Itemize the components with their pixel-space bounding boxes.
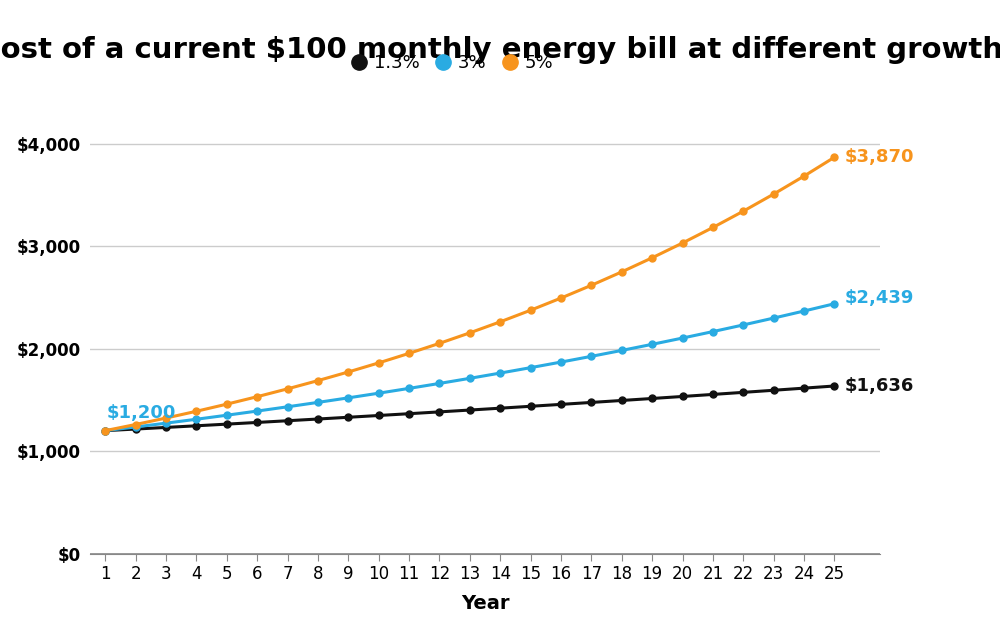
1.3% xyxy=(251,419,263,426)
5% xyxy=(130,421,142,428)
1.3% xyxy=(768,386,780,394)
Legend: 1.3%, 3%, 5%: 1.3%, 3%, 5% xyxy=(354,54,553,72)
3% xyxy=(282,403,294,411)
5% xyxy=(312,377,324,384)
5% xyxy=(99,427,111,435)
5% xyxy=(221,401,233,408)
1.3% xyxy=(433,408,445,416)
3% xyxy=(768,314,780,322)
3% xyxy=(464,374,476,382)
5% xyxy=(555,294,567,302)
1.3% xyxy=(707,391,719,398)
1.3% xyxy=(494,404,506,412)
3% xyxy=(130,423,142,431)
5% xyxy=(616,268,628,276)
3% xyxy=(585,353,597,360)
Title: Yearly cost of a current $100 monthly energy bill at different growth rates: Yearly cost of a current $100 monthly en… xyxy=(0,36,1000,64)
3% xyxy=(737,321,749,329)
5% xyxy=(403,350,415,357)
Line: 5%: 5% xyxy=(102,153,838,434)
5% xyxy=(707,224,719,231)
1.3% xyxy=(130,425,142,433)
3% xyxy=(555,359,567,366)
Line: 1.3%: 1.3% xyxy=(102,382,838,434)
1.3% xyxy=(555,401,567,408)
5% xyxy=(585,282,597,289)
1.3% xyxy=(282,417,294,425)
3% xyxy=(828,300,840,308)
3% xyxy=(342,394,354,402)
5% xyxy=(798,172,810,180)
3% xyxy=(99,427,111,435)
1.3% xyxy=(160,424,172,431)
1.3% xyxy=(828,382,840,390)
1.3% xyxy=(221,420,233,428)
3% xyxy=(190,416,202,423)
1.3% xyxy=(646,395,658,403)
Text: $1,200: $1,200 xyxy=(107,404,176,423)
1.3% xyxy=(464,406,476,414)
3% xyxy=(373,389,385,397)
1.3% xyxy=(99,427,111,435)
5% xyxy=(828,153,840,161)
5% xyxy=(433,340,445,347)
5% xyxy=(160,415,172,422)
Text: $2,439: $2,439 xyxy=(845,289,914,307)
3% xyxy=(616,347,628,354)
1.3% xyxy=(676,392,688,400)
3% xyxy=(525,364,537,372)
1.3% xyxy=(616,397,628,404)
Line: 3%: 3% xyxy=(102,300,838,434)
5% xyxy=(494,318,506,326)
3% xyxy=(403,384,415,392)
5% xyxy=(342,368,354,376)
5% xyxy=(737,208,749,215)
1.3% xyxy=(312,415,324,423)
5% xyxy=(373,359,385,367)
3% xyxy=(798,307,810,314)
1.3% xyxy=(585,399,597,406)
1.3% xyxy=(373,412,385,420)
5% xyxy=(676,239,688,247)
5% xyxy=(646,254,658,262)
3% xyxy=(160,420,172,427)
Text: $3,870: $3,870 xyxy=(845,148,915,166)
Text: $1,636: $1,636 xyxy=(845,377,914,395)
5% xyxy=(768,191,780,198)
5% xyxy=(525,306,537,314)
3% xyxy=(312,399,324,406)
1.3% xyxy=(342,413,354,421)
3% xyxy=(221,411,233,419)
5% xyxy=(190,408,202,415)
5% xyxy=(464,329,476,337)
3% xyxy=(646,340,658,348)
3% xyxy=(433,380,445,387)
1.3% xyxy=(190,422,202,430)
1.3% xyxy=(737,389,749,396)
X-axis label: Year: Year xyxy=(461,594,509,613)
1.3% xyxy=(403,410,415,418)
5% xyxy=(251,393,263,401)
5% xyxy=(282,385,294,392)
3% xyxy=(707,328,719,335)
1.3% xyxy=(525,403,537,410)
1.3% xyxy=(798,384,810,392)
3% xyxy=(251,408,263,415)
3% xyxy=(676,334,688,342)
3% xyxy=(494,369,506,377)
